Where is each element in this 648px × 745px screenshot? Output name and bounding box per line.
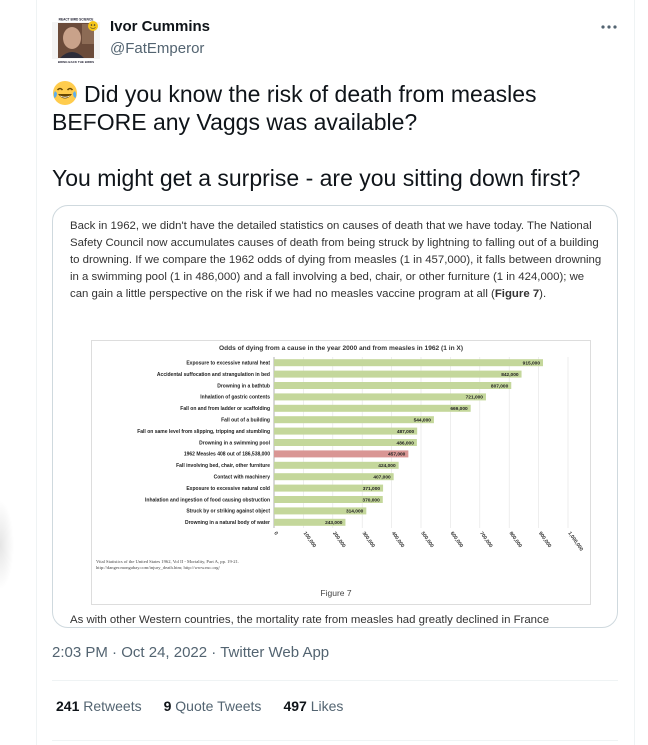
more-options-icon[interactable] [598, 18, 620, 36]
chart-data-label: 486,000 [397, 440, 415, 446]
likes-count: 497 [283, 698, 307, 714]
chart-category-label: Contact with machinery [214, 475, 271, 481]
document-paragraph-end: ). [539, 288, 547, 300]
separator-dot: · [211, 644, 217, 661]
retweets-label: Retweets [83, 698, 142, 714]
quote-tweets-count: 9 [163, 698, 172, 714]
chart-data-label: 544,000 [414, 418, 432, 424]
chart-bar [274, 473, 394, 481]
chart-bar [274, 496, 383, 503]
chart-bar [274, 461, 399, 469]
tweet-time: 2:03 PM [52, 644, 108, 661]
chart-x-tick-label: 200,000 [331, 531, 346, 549]
chart-x-tick-label: 100,000 [302, 531, 317, 549]
chart-bar [274, 450, 409, 458]
engagement-stats: 241 Retweets 9 Quote Tweets 497 Likes [56, 698, 343, 714]
quote-tweets-label: Quote Tweets [175, 698, 262, 714]
chart-x-tick-label: 300,000 [361, 531, 376, 549]
chart-data-label: 370,000 [362, 497, 380, 503]
chart-x-tick-label: 700,000 [478, 531, 493, 549]
author-handle[interactable]: @FatEmperor [110, 40, 205, 57]
chart-x-tick-label: 1,000,000 [566, 531, 584, 553]
bar-chart: 0 100,000 200,000 300,000 400,000 500,000 600,… [137, 357, 584, 553]
tweet-source: Twitter Web App [220, 644, 330, 661]
divider [52, 680, 618, 681]
chart-category-label: Struck by or striking against object [186, 509, 270, 515]
chart-data-label: 669,000 [450, 406, 468, 412]
chart-data-label: 371,000 [363, 486, 381, 492]
tweet-date: Oct 24, 2022 [121, 644, 208, 661]
chart-data-label: 407,000 [373, 475, 391, 481]
source-note: Vital Statistics of the United States 19… [96, 559, 240, 570]
chart-data-label: 721,000 [466, 395, 484, 401]
chart-data-label: 842,000 [501, 372, 519, 378]
chart-category-label: Drowning in a swimming pool [199, 440, 270, 446]
chart-x-tick-label: 500,000 [419, 531, 434, 549]
chart-bar [274, 404, 471, 412]
chart-bar [274, 370, 522, 378]
chart-category-label: 1962 Measles 408 out of 186,538,000 [184, 452, 270, 458]
chart-category-label: Inhalation of gastric contents [200, 395, 270, 401]
chart-category-label: Fall on and from ladder or scaffolding [180, 406, 270, 412]
chart-x-tick-label: 900,000 [537, 531, 552, 549]
chart-bar [274, 427, 418, 435]
tweet-timestamp[interactable]: 2:03 PM · Oct 24, 2022 · Twitter Web App [52, 644, 329, 661]
chart-category-label: Fall involving bed, chair, other furnitu… [176, 463, 270, 469]
chart-data-label: 314,000 [346, 509, 364, 515]
timeline-right-border [634, 0, 635, 745]
chart-bar [274, 439, 417, 446]
tweet-line-2: You might get a surprise - are you sitti… [52, 165, 581, 191]
chart-x-tick-label: 600,000 [449, 531, 464, 549]
chart-bar [274, 416, 434, 424]
chart-data-label: 243,000 [325, 520, 343, 526]
likes-label: Likes [310, 698, 344, 714]
quote-tweets-link[interactable]: 9 Quote Tweets [164, 698, 262, 714]
chart-title: Odds of dying from a cause in the year 2… [218, 345, 464, 352]
chart-category-label: Inhalation and ingestion of food causing… [145, 497, 270, 503]
chart-bar [274, 359, 544, 367]
chart-category-label: Exposure to excessive natural cold [186, 486, 270, 492]
face-with-tears-of-joy-icon [52, 80, 78, 106]
document-next-line: As with other Western countries, the mor… [70, 614, 550, 626]
tweet-text: Did you know the risk of death from meas… [52, 80, 622, 192]
chart-bar [274, 382, 512, 389]
chart-x-tick-label: 800,000 [508, 531, 523, 549]
document-paragraph: Back in 1962, we didn't have the detaile… [70, 218, 604, 303]
chart-bar [274, 484, 384, 492]
document-paragraph-text: Back in 1962, we didn't have the detaile… [70, 220, 602, 300]
author-name[interactable]: Ivor Cummins [110, 18, 211, 35]
chart-category-label: Exposure to excessive natural heat [186, 361, 270, 367]
chart-bar [274, 518, 346, 526]
avatar[interactable]: REACT BIRD SCIENCE BRING BACK THE BIRDS [52, 16, 100, 64]
avatar-caption-bottom: BRING BACK THE BIRDS [58, 60, 94, 64]
chart-data-label: 424,000 [378, 463, 396, 469]
figure-caption: Figure 7 [320, 588, 352, 598]
tweet-image[interactable]: Back in 1962, we didn't have the detaile… [52, 205, 618, 628]
tweet-line-1: Did you know the risk of death from meas… [52, 81, 537, 135]
chart-category-label: Accidental suffocation and strangulation… [157, 372, 270, 378]
chart-data-label: 457,000 [388, 452, 406, 458]
chart-data-label: 487,000 [397, 429, 415, 435]
chart-x-tick-label: 400,000 [390, 531, 405, 549]
chart-x-tick-label: 0 [272, 531, 279, 537]
chart-bar [274, 393, 486, 401]
chart-category-label: Drowning in a bathtub [217, 383, 270, 389]
likes-link[interactable]: 497 Likes [283, 698, 343, 714]
chart-category-label: Fall out of a building [221, 418, 270, 424]
scroll-shadow [0, 500, 14, 590]
divider [52, 740, 618, 741]
chart-category-label: Fall on same level from slipping, trippi… [137, 429, 270, 435]
chart-category-label: Drowning in a natural body of water [185, 520, 270, 526]
chart-bar [274, 507, 367, 515]
avatar-caption-top: REACT BIRD SCIENCE [59, 18, 94, 22]
figure-reference: Figure 7 [494, 288, 540, 300]
chart-data-label: 807,000 [491, 383, 509, 389]
retweets-count: 241 [56, 698, 80, 714]
chart-figure: Odds of dying from a cause in the year 2… [91, 340, 591, 605]
retweets-link[interactable]: 241 Retweets [56, 698, 142, 714]
separator-dot: · [112, 644, 118, 661]
timeline-left-border [36, 0, 37, 745]
chart-data-label: 915,000 [523, 361, 541, 367]
